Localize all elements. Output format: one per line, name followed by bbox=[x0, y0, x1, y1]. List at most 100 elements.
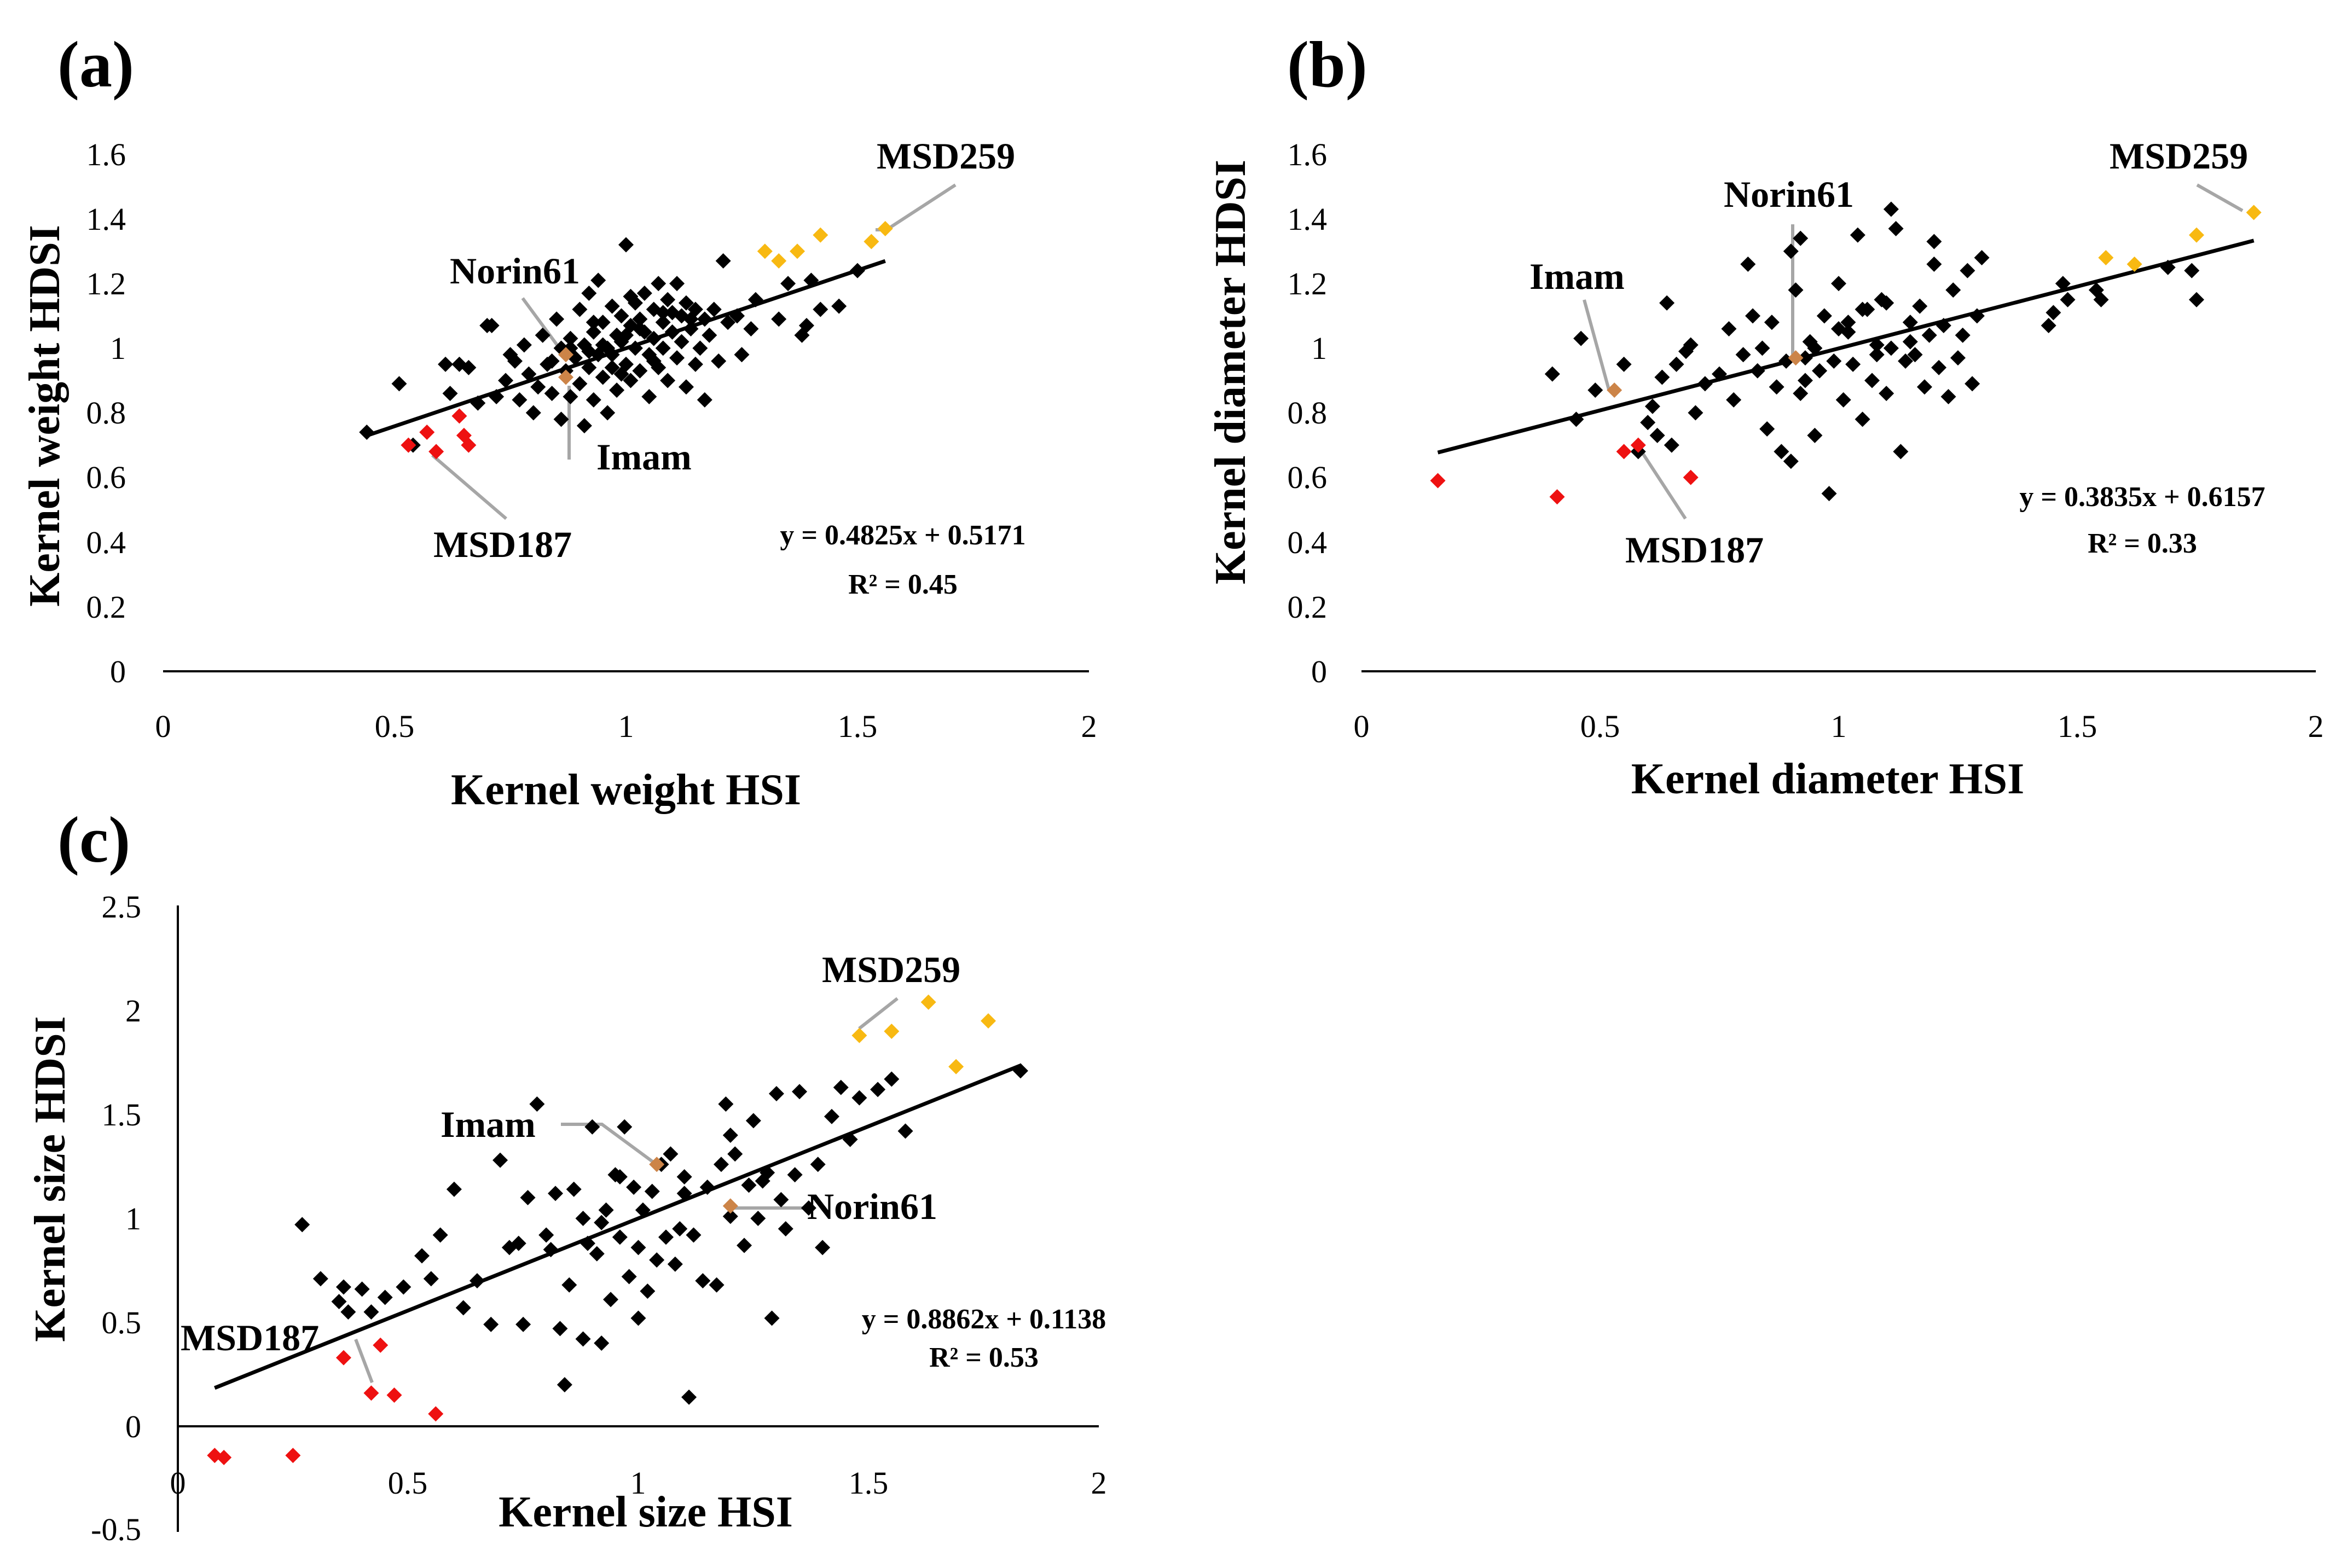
data-point-black bbox=[340, 1304, 356, 1320]
data-point-black bbox=[1855, 411, 1870, 427]
data-point-black bbox=[618, 237, 634, 253]
data-point-black bbox=[646, 330, 662, 346]
data-point-black bbox=[810, 1157, 826, 1172]
y-tick-label: 0.5 bbox=[102, 1305, 142, 1340]
data-point-black bbox=[699, 1180, 715, 1195]
x-tick-label: 2 bbox=[1091, 1465, 1107, 1501]
y-tick-label: 0.8 bbox=[86, 395, 126, 431]
y-tick-label: 0.6 bbox=[86, 460, 126, 495]
data-point-black bbox=[1940, 388, 1956, 404]
data-point-black bbox=[686, 1227, 702, 1243]
data-point-black bbox=[636, 285, 652, 301]
data-point-gold bbox=[771, 253, 787, 269]
data-point-black bbox=[1587, 382, 1603, 398]
annotation-leaders bbox=[354, 997, 899, 1384]
msd259-leader-line bbox=[2196, 183, 2244, 212]
data-point-black bbox=[359, 424, 375, 440]
data-point-black bbox=[613, 366, 629, 382]
data-point-black bbox=[798, 318, 814, 334]
data-point-orange bbox=[722, 1198, 738, 1214]
data-point-black bbox=[604, 347, 620, 363]
data-point-black bbox=[1654, 369, 1670, 385]
y-tick-label: 0.2 bbox=[1288, 589, 1328, 625]
data-point-black bbox=[1754, 340, 1770, 356]
data-point-black bbox=[1649, 427, 1665, 443]
data-point-black bbox=[557, 1377, 572, 1392]
data-point-gold bbox=[981, 1013, 996, 1029]
msd187-leader-line bbox=[354, 1338, 374, 1384]
data-point-black bbox=[646, 353, 662, 369]
data-point-black bbox=[396, 1279, 412, 1295]
trendline bbox=[214, 1064, 1022, 1390]
y-axis-title: Kernel weight HDSI bbox=[21, 225, 69, 607]
data-point-black bbox=[1644, 398, 1660, 414]
data-point-black bbox=[676, 1186, 692, 1201]
data-point-red bbox=[451, 408, 467, 424]
x-tick-label: 1.5 bbox=[849, 1465, 889, 1501]
data-point-black bbox=[641, 388, 657, 404]
data-point-black bbox=[720, 315, 736, 330]
data-point-gold bbox=[2126, 256, 2142, 272]
data-point-black bbox=[1788, 282, 1804, 298]
data-point-black bbox=[884, 1071, 900, 1087]
data-point-black bbox=[687, 356, 703, 372]
data-point-black bbox=[664, 324, 680, 340]
data-point-black bbox=[511, 1235, 526, 1251]
data-point-black bbox=[1883, 201, 1899, 217]
data-point-black bbox=[483, 1316, 499, 1332]
data-point-black bbox=[1688, 405, 1703, 421]
x-tick-label: 1 bbox=[618, 708, 634, 744]
data-point-black bbox=[1616, 356, 1632, 372]
data-point-black bbox=[2046, 305, 2061, 321]
data-point-black bbox=[1797, 350, 1813, 366]
data-point-black bbox=[442, 386, 458, 402]
data-point-black bbox=[1907, 347, 1923, 363]
data-point-black bbox=[1816, 308, 1832, 324]
data-point-black bbox=[1812, 363, 1828, 379]
data-point-red bbox=[363, 1385, 379, 1401]
data-point-black bbox=[2093, 292, 2109, 307]
data-point-black bbox=[598, 1202, 614, 1218]
data-point-black bbox=[581, 285, 597, 301]
data-point-black bbox=[572, 376, 588, 392]
data-point-black bbox=[575, 1211, 591, 1226]
data-point-black bbox=[498, 373, 514, 388]
y-tick-label: 0 bbox=[125, 1409, 141, 1444]
x-tick-label: 0.5 bbox=[375, 708, 415, 744]
data-point-black bbox=[561, 1277, 577, 1293]
data-point-black bbox=[1769, 379, 1784, 395]
data-point-black bbox=[1807, 427, 1823, 443]
data-point-black bbox=[1012, 1063, 1028, 1079]
y-tick-label: 1.4 bbox=[1288, 201, 1328, 237]
data-point-orange bbox=[1607, 382, 1623, 398]
data-point-gold bbox=[948, 1059, 964, 1075]
data-point-black bbox=[1764, 315, 1780, 330]
trend-equation: y = 0.3835x + 0.6157 bbox=[2019, 481, 2265, 513]
data-point-black bbox=[764, 1310, 780, 1326]
data-point-black bbox=[1831, 321, 1846, 336]
x-tick-label: 1 bbox=[630, 1465, 646, 1501]
data-point-black bbox=[655, 340, 671, 356]
y-tick-label: 1.6 bbox=[1288, 137, 1328, 172]
data-point-black bbox=[1793, 230, 1809, 246]
data-point-black bbox=[678, 379, 694, 395]
data-point-black bbox=[1807, 340, 1823, 356]
data-point-red bbox=[373, 1337, 389, 1353]
data-point-gold bbox=[757, 243, 773, 259]
data-point-black bbox=[1883, 340, 1899, 356]
y-tick-label: -0.5 bbox=[91, 1512, 141, 1547]
data-point-black bbox=[727, 1146, 743, 1162]
annotation-norin61: Norin61 bbox=[1724, 173, 1854, 215]
data-point-black bbox=[438, 356, 454, 372]
y-tick-label: 0.4 bbox=[86, 525, 126, 560]
data-point-black bbox=[833, 1079, 849, 1095]
data-point-black bbox=[603, 1292, 619, 1308]
panel-label: (a) bbox=[57, 28, 134, 101]
data-point-black bbox=[630, 1310, 646, 1326]
data-point-black bbox=[632, 311, 648, 327]
data-point-black bbox=[713, 1157, 729, 1172]
data-point-black bbox=[803, 272, 819, 288]
data-point-black bbox=[741, 1177, 757, 1193]
data-point-black bbox=[722, 1209, 738, 1224]
data-point-black bbox=[706, 301, 722, 317]
